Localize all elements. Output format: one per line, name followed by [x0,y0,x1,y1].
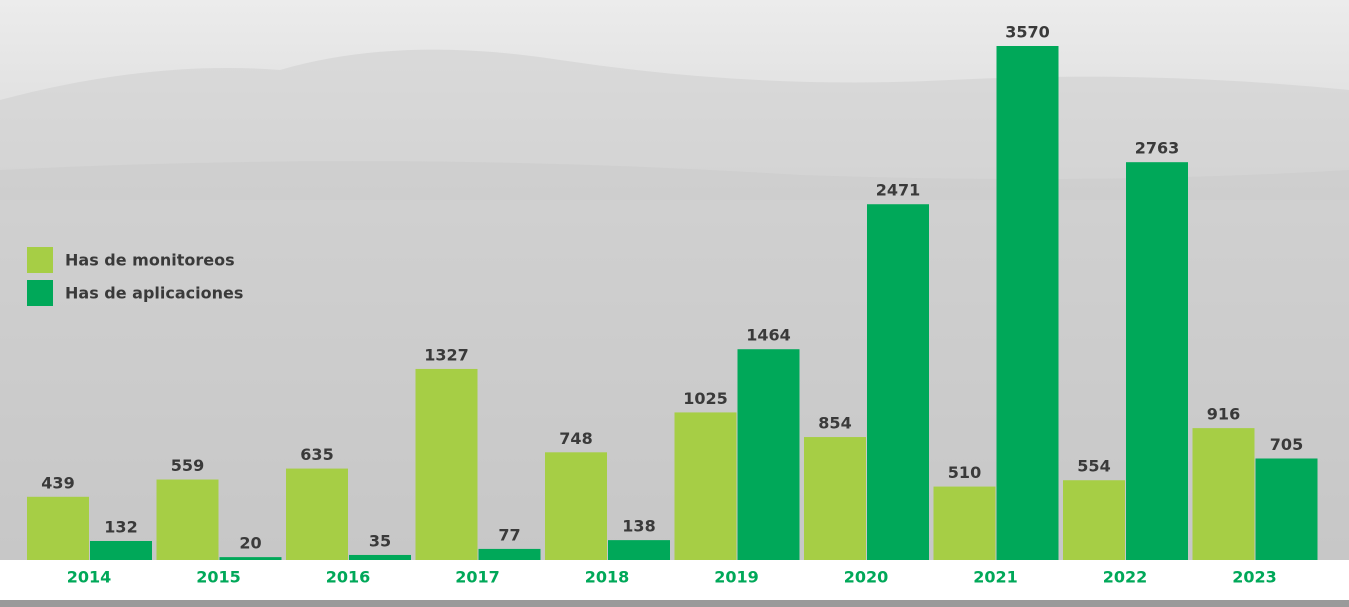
x-tick-label: 2019 [714,568,759,587]
bar [219,557,282,560]
x-tick-label: 2018 [585,568,630,587]
bar [1255,458,1318,560]
value-label: 854 [818,414,851,433]
value-label: 559 [171,456,204,475]
x-tick-label: 2016 [326,568,371,587]
bar [478,548,541,560]
value-label: 132 [104,517,137,536]
bar [867,204,929,560]
value-label: 439 [41,473,74,492]
legend-swatch [27,247,53,273]
bar [1192,428,1255,560]
bar [674,412,737,560]
x-tick-label: 2023 [1232,568,1277,587]
value-label: 1464 [746,326,791,345]
x-tick-label: 2021 [973,568,1018,587]
x-tick-label: 2020 [844,568,889,587]
value-label: 1025 [683,389,728,408]
value-label: 2763 [1135,139,1180,158]
bar [156,479,219,560]
bar [415,368,478,560]
value-label: 635 [300,445,333,464]
bar [737,349,800,560]
value-label: 35 [369,531,391,550]
value-label: 2471 [876,181,921,200]
bar [608,540,670,560]
x-tick-label: 2015 [196,568,241,587]
legend-swatch [27,280,53,306]
value-label: 916 [1207,405,1240,424]
value-label: 1327 [424,345,469,364]
value-label: 705 [1270,435,1303,454]
bar [286,468,348,560]
value-label: 3570 [1005,23,1050,42]
axis-band [0,560,1349,600]
bar [933,486,996,560]
value-label: 554 [1077,457,1110,476]
value-label: 510 [948,463,981,482]
legend-label: Has de aplicaciones [65,284,243,303]
x-tick-label: 2017 [455,568,500,587]
value-label: 20 [239,534,261,553]
value-label: 77 [498,525,520,544]
bar [1126,162,1188,560]
bar [27,496,89,560]
bar [996,46,1059,560]
bar [90,540,152,560]
x-tick-label: 2022 [1103,568,1148,587]
x-tick-label: 2014 [67,568,112,587]
legend-label: Has de monitoreos [65,251,235,270]
bar [1063,480,1125,560]
bar [545,452,607,560]
bar [804,437,866,560]
bottom-strip [0,600,1349,607]
value-label: 748 [559,429,592,448]
bar [349,554,411,560]
value-label: 138 [622,517,655,536]
